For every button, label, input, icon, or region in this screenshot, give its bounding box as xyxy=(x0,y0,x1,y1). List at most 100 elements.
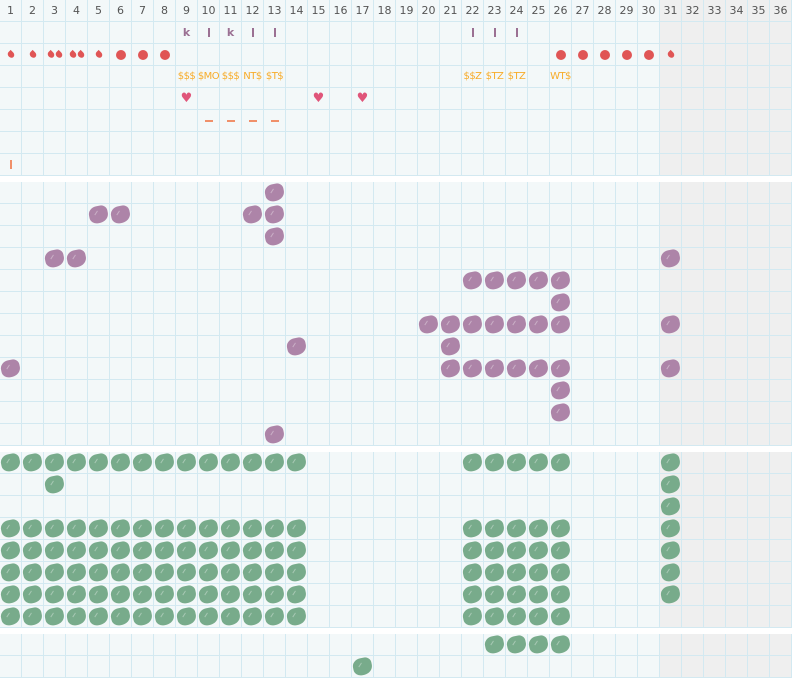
day-cell[interactable] xyxy=(748,204,770,226)
day-cell[interactable] xyxy=(88,634,110,656)
day-cell[interactable] xyxy=(374,474,396,496)
day-cell[interactable] xyxy=(770,562,792,584)
day-cell[interactable] xyxy=(506,204,528,226)
day-cell[interactable] xyxy=(242,226,264,248)
day-cell[interactable] xyxy=(638,154,660,176)
day-cell[interactable] xyxy=(242,44,264,66)
day-cell[interactable] xyxy=(176,474,198,496)
day-cell[interactable] xyxy=(396,656,418,678)
day-cell[interactable] xyxy=(263,540,286,562)
day-cell[interactable] xyxy=(109,562,132,584)
day-cell[interactable] xyxy=(528,204,550,226)
day-cell[interactable] xyxy=(572,204,594,226)
day-cell[interactable] xyxy=(506,292,528,314)
day-cell[interactable] xyxy=(484,44,506,66)
day-cell[interactable] xyxy=(154,474,176,496)
day-cell[interactable] xyxy=(660,634,682,656)
day-cell[interactable] xyxy=(352,292,374,314)
day-cell[interactable] xyxy=(308,474,330,496)
day-cell[interactable] xyxy=(616,474,638,496)
day-cell[interactable] xyxy=(528,66,550,88)
day-cell[interactable] xyxy=(330,634,352,656)
day-cell[interactable] xyxy=(110,314,132,336)
day-cell[interactable] xyxy=(638,452,660,474)
day-cell[interactable] xyxy=(22,154,44,176)
day-cell[interactable] xyxy=(22,44,44,66)
day-cell[interactable] xyxy=(594,22,616,44)
day-cell[interactable] xyxy=(616,656,638,678)
day-cell[interactable] xyxy=(396,154,418,176)
day-cell[interactable] xyxy=(549,540,572,562)
day-cell[interactable] xyxy=(550,424,572,446)
day-cell[interactable] xyxy=(506,496,528,518)
day-cell[interactable] xyxy=(132,314,154,336)
day-cell[interactable] xyxy=(0,336,22,358)
day-cell[interactable] xyxy=(66,358,88,380)
day-cell[interactable] xyxy=(308,518,330,540)
day-cell[interactable] xyxy=(682,562,704,584)
day-cell[interactable] xyxy=(154,110,176,132)
day-cell[interactable] xyxy=(241,562,264,584)
day-cell[interactable] xyxy=(682,204,704,226)
day-cell[interactable] xyxy=(660,270,682,292)
day-cell[interactable] xyxy=(638,606,660,628)
day-cell[interactable] xyxy=(22,88,44,110)
day-cell[interactable] xyxy=(220,336,242,358)
day-cell[interactable] xyxy=(659,518,682,540)
day-cell[interactable] xyxy=(264,270,286,292)
day-cell[interactable] xyxy=(352,380,374,402)
day-cell[interactable] xyxy=(594,336,616,358)
day-cell[interactable] xyxy=(572,562,594,584)
day-cell[interactable] xyxy=(682,22,704,44)
day-cell[interactable] xyxy=(241,584,264,606)
day-cell[interactable] xyxy=(110,226,132,248)
day-cell[interactable] xyxy=(594,110,616,132)
day-cell[interactable] xyxy=(770,452,792,474)
day-cell[interactable] xyxy=(616,226,638,248)
day-cell[interactable] xyxy=(616,336,638,358)
day-cell[interactable] xyxy=(0,88,22,110)
day-cell[interactable] xyxy=(198,292,220,314)
day-cell[interactable] xyxy=(506,226,528,248)
day-cell[interactable] xyxy=(616,314,638,336)
day-cell[interactable] xyxy=(704,154,726,176)
day-cell[interactable] xyxy=(43,474,66,496)
day-cell[interactable] xyxy=(330,358,352,380)
day-cell[interactable] xyxy=(770,292,792,314)
day-cell[interactable] xyxy=(286,314,308,336)
day-cell[interactable] xyxy=(528,248,550,270)
day-cell[interactable] xyxy=(616,584,638,606)
day-cell[interactable] xyxy=(483,452,506,474)
day-cell[interactable] xyxy=(396,292,418,314)
day-cell[interactable] xyxy=(638,634,660,656)
day-cell[interactable] xyxy=(418,154,440,176)
day-cell[interactable] xyxy=(308,562,330,584)
day-cell[interactable] xyxy=(506,248,528,270)
day-cell[interactable] xyxy=(572,226,594,248)
day-cell[interactable] xyxy=(638,226,660,248)
day-cell[interactable] xyxy=(484,132,506,154)
day-cell[interactable] xyxy=(660,154,682,176)
day-cell[interactable] xyxy=(616,496,638,518)
day-cell[interactable] xyxy=(462,204,484,226)
day-cell[interactable] xyxy=(396,336,418,358)
day-cell[interactable] xyxy=(506,182,528,204)
day-cell[interactable] xyxy=(594,380,616,402)
day-cell[interactable] xyxy=(550,132,572,154)
day-cell[interactable] xyxy=(374,292,396,314)
day-cell[interactable] xyxy=(682,66,704,88)
day-cell[interactable] xyxy=(726,22,748,44)
day-cell[interactable] xyxy=(220,110,242,132)
day-cell[interactable] xyxy=(704,540,726,562)
day-cell[interactable] xyxy=(704,656,726,678)
day-cell[interactable] xyxy=(748,292,770,314)
day-cell[interactable] xyxy=(0,562,22,584)
day-cell[interactable] xyxy=(726,154,748,176)
day-cell[interactable] xyxy=(308,204,330,226)
day-cell[interactable] xyxy=(659,248,682,270)
day-cell[interactable] xyxy=(308,380,330,402)
day-cell[interactable] xyxy=(330,584,352,606)
day-cell[interactable] xyxy=(44,656,66,678)
day-cell[interactable] xyxy=(330,314,352,336)
day-cell[interactable] xyxy=(461,584,484,606)
